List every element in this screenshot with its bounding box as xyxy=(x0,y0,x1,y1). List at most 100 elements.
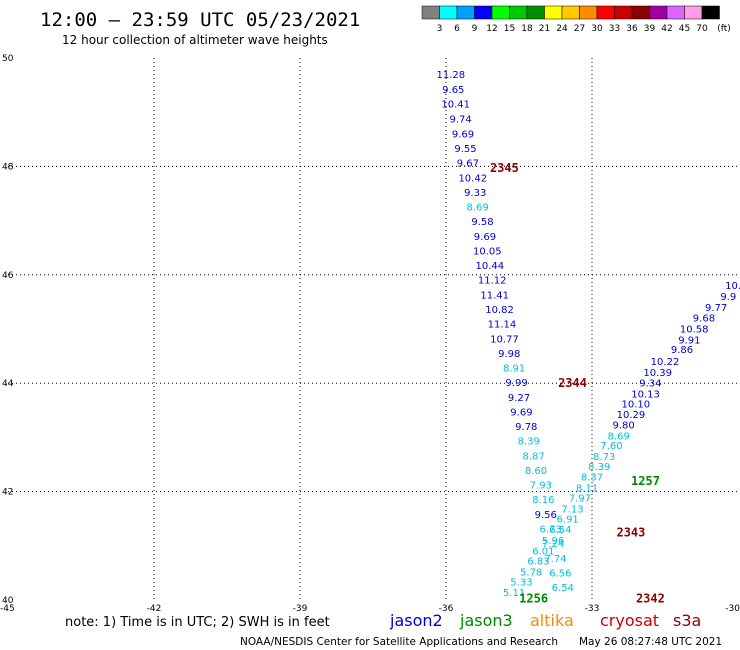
swh-value-1: 9.69 xyxy=(474,232,496,243)
y-tick-label: 50 xyxy=(2,54,14,64)
swh-value-2: 8.39 xyxy=(588,462,610,473)
swh-value-1: 10.41 xyxy=(441,100,470,111)
swh-value-1: 8.87 xyxy=(522,451,544,462)
swh-value-2: 9.9 xyxy=(720,292,736,303)
swh-value-2: 5.96 xyxy=(542,536,564,547)
satellite-jason2: jason2 xyxy=(389,611,443,630)
swh-value-1: 9.69 xyxy=(452,129,474,140)
swh-value-2: 10.13 xyxy=(631,390,660,401)
swh-value-1: 11.41 xyxy=(480,290,509,301)
x-tick-label: -42 xyxy=(147,604,162,614)
y-tick-label: 46 xyxy=(2,271,14,281)
colorbar-swatch xyxy=(579,5,598,20)
colorbar-swatch xyxy=(614,5,633,20)
swh-value-2: 9.77 xyxy=(705,303,727,314)
swh-value-2: 9.80 xyxy=(613,420,635,431)
swh-value-2: 7.60 xyxy=(600,441,622,452)
swh-value-1: 8.91 xyxy=(503,364,525,375)
swh-value-1: 6.54 xyxy=(552,583,574,594)
pass-time-label: 2342 xyxy=(636,591,665,605)
pass-labels: 234523441257234312562342125 xyxy=(490,161,665,605)
x-tick-label: -33 xyxy=(585,604,600,614)
swh-value-2: 6.54 xyxy=(549,525,571,536)
colorbar-swatch xyxy=(474,5,493,20)
swh-value-2: 9.68 xyxy=(693,314,715,325)
swh-value-1: 10.82 xyxy=(485,305,514,316)
swh-value-1: 8.16 xyxy=(532,495,554,506)
axis-ticks: -45 -42 -39 -36 -33 -30 40 42 44 46 48 50 xyxy=(0,54,740,614)
colorbar-label: 24 xyxy=(556,24,568,34)
grid-lines xyxy=(8,58,738,600)
colorbar-swatch xyxy=(456,5,475,20)
colorbar-label: 21 xyxy=(539,24,550,34)
y-tick-label: 48 xyxy=(2,162,14,172)
satellite-altika: altika xyxy=(530,611,574,630)
swh-value-2: 10.10 xyxy=(621,399,650,410)
swh-value-1: 9.27 xyxy=(508,393,530,404)
swh-value-2: 10.39 xyxy=(643,368,672,379)
colorbar-swatch xyxy=(509,5,528,20)
colorbar-swatch xyxy=(491,5,510,20)
swh-value-1: 6.56 xyxy=(549,568,571,579)
y-tick-label: 44 xyxy=(2,379,14,389)
colorbar-label: 45 xyxy=(679,24,690,34)
swh-value-1: 10.44 xyxy=(475,261,504,272)
swh-value-1: 9.67 xyxy=(457,159,479,170)
colorbar-swatch xyxy=(544,5,563,20)
swh-value-2: 5.33 xyxy=(510,578,532,589)
swh-value-1: 10.42 xyxy=(458,173,487,184)
x-tick-label: -45 xyxy=(0,604,15,614)
swh-value-2: 10.22 xyxy=(651,357,680,368)
swh-value-2: 9.34 xyxy=(639,379,661,390)
swh-value-1: 7.93 xyxy=(530,481,552,492)
swh-value-1: 9.56 xyxy=(535,510,557,521)
satellite-jason3: jason3 xyxy=(459,611,513,630)
swh-value-1: 9.65 xyxy=(442,85,464,96)
colorbar-label: 15 xyxy=(504,24,515,34)
swh-value-2: 10. xyxy=(725,281,740,292)
colorbar-swatch xyxy=(701,5,720,20)
swh-value-1: 6.73 xyxy=(540,524,562,535)
satellite-s3a: s3a xyxy=(673,611,701,630)
data-points: 11.28 9.65 10.41 9.74 9.69 9.55 9.67 10.42 9.33 8… xyxy=(437,70,740,599)
swh-value-2: 6.91 xyxy=(557,515,579,526)
color-scale-legend: 3 6 9 12 15 18 21 24 27 30 33 36 39 42 45 70 (ft) xyxy=(421,5,731,34)
colorbar-label: 12 xyxy=(486,24,497,34)
colorbar-label: 3 xyxy=(437,24,443,34)
swh-value-1: 7.24 xyxy=(542,539,564,550)
swh-value-2: 10.29 xyxy=(617,410,646,421)
note-text: note: 1) Time is in UTC; 2) SWH is in fe… xyxy=(65,615,330,630)
swh-value-2: 7.97 xyxy=(569,494,591,505)
swh-value-1: 9.78 xyxy=(515,422,537,433)
pass-time-label: 2344 xyxy=(558,376,587,390)
chart-title: 12:00 – 23:59 UTC 05/23/2021 xyxy=(40,9,360,31)
swh-value-1: 9.99 xyxy=(505,378,527,389)
swh-value-2: 8.37 xyxy=(581,472,603,483)
satellite-cryosat: cryosat xyxy=(600,611,659,630)
swh-value-2: 5.11 xyxy=(503,588,525,599)
swh-value-2: 10.58 xyxy=(680,325,709,336)
colorbar-label: 6 xyxy=(454,24,460,34)
colorbar-label: 18 xyxy=(521,24,533,34)
colorbar-swatch xyxy=(421,5,440,20)
colorbar-label: 42 xyxy=(661,24,672,34)
colorbar-swatch xyxy=(631,5,650,20)
swh-value-1: 11.14 xyxy=(488,320,517,331)
swh-value-1: 8.69 xyxy=(467,203,489,214)
swh-value-1: 11.28 xyxy=(437,70,466,81)
swh-value-2: 6.01 xyxy=(532,547,554,558)
swh-value-1: 7.74 xyxy=(544,554,566,565)
pass-time-label: 2343 xyxy=(616,525,645,539)
swh-value-2: 8.73 xyxy=(593,452,615,463)
pass-time-label: 2345 xyxy=(490,161,519,175)
colorbar-swatch xyxy=(666,5,685,20)
swh-value-1: 9.33 xyxy=(464,188,486,199)
swh-value-1: 9.55 xyxy=(454,144,476,155)
swh-value-2: 8.69 xyxy=(608,431,630,442)
swh-value-1: 8.60 xyxy=(525,466,547,477)
pass-time-label: 1257 xyxy=(631,474,660,488)
pass-time-label: 1256 xyxy=(519,591,548,605)
swh-value-2: 5.78 xyxy=(520,567,542,578)
swh-value-1: 10.77 xyxy=(490,334,519,345)
